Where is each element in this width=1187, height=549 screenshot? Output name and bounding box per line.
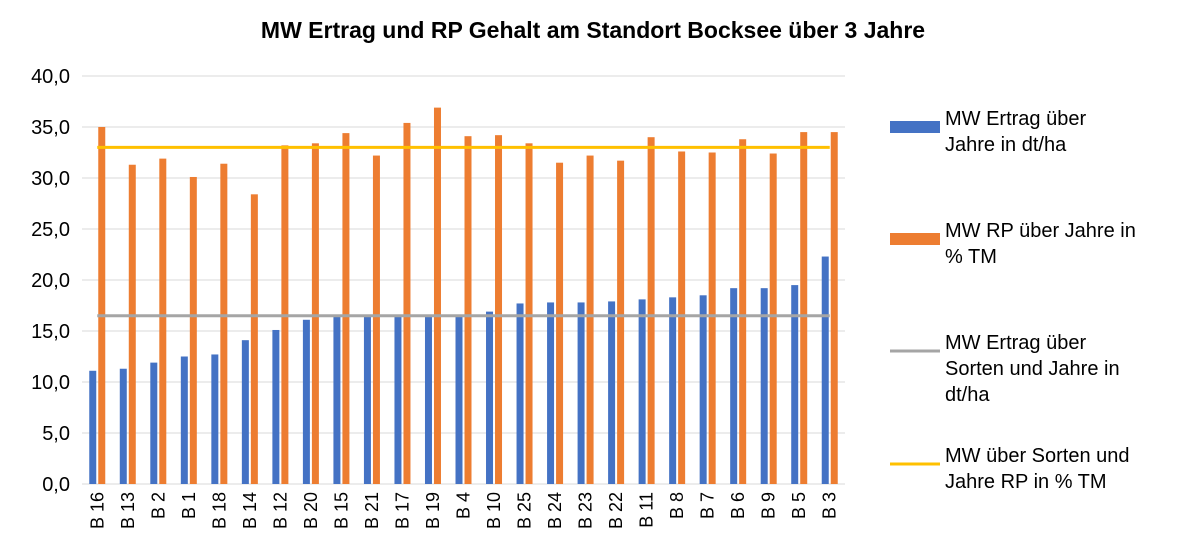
x-tick-label: B 20 <box>301 492 321 529</box>
bar <box>830 132 838 484</box>
x-tick-label: B 10 <box>484 492 504 529</box>
legend-label: MW RP über Jahre in % TM <box>945 220 1136 268</box>
bar <box>791 285 799 484</box>
bar <box>586 155 594 484</box>
legend-swatch <box>890 121 940 133</box>
x-tick-label: B 16 <box>87 492 107 529</box>
x-tick-label: B 19 <box>423 492 443 529</box>
legend-swatch <box>890 233 940 245</box>
y-tick-label: 25,0 <box>31 219 70 241</box>
y-tick-label: 5,0 <box>42 423 70 445</box>
bar <box>464 136 472 484</box>
bar <box>189 176 197 485</box>
x-tick-label: B 5 <box>789 492 809 519</box>
bar <box>220 163 228 484</box>
bar <box>486 311 494 484</box>
x-tick-label: B 23 <box>576 492 596 529</box>
bar <box>556 162 564 484</box>
bar <box>525 143 533 484</box>
bar <box>311 143 319 484</box>
x-tick-label: B 22 <box>606 492 626 529</box>
bar <box>342 133 350 484</box>
bar <box>333 315 341 484</box>
x-tick-label: B 14 <box>240 492 260 529</box>
bar <box>128 164 136 485</box>
x-tick-label: B 12 <box>270 492 290 529</box>
bar <box>89 370 97 484</box>
y-tick-label: 35,0 <box>31 117 70 139</box>
x-tick-label: B 4 <box>454 492 474 519</box>
bar <box>424 315 432 484</box>
bar <box>577 302 585 484</box>
y-tick-label: 20,0 <box>31 270 70 292</box>
bar <box>821 256 829 484</box>
x-tick-label: B 24 <box>545 492 565 529</box>
bar <box>608 301 616 484</box>
x-tick-label: B 18 <box>209 492 229 529</box>
x-tick-label: B 3 <box>820 492 840 519</box>
x-tick-label: B 8 <box>667 492 687 519</box>
bar <box>150 362 158 484</box>
bar <box>372 155 380 484</box>
bar <box>433 107 441 485</box>
x-tick-label: B 1 <box>179 492 199 519</box>
bar <box>647 137 655 484</box>
x-tick-label: B 7 <box>698 492 718 519</box>
x-tick-label: B 9 <box>759 492 779 519</box>
y-tick-label: 10,0 <box>31 372 70 394</box>
bar <box>699 295 707 484</box>
legend-label: MW über Sorten und Jahre RP in % TM <box>945 445 1130 493</box>
bar <box>250 194 258 484</box>
x-tick-label: B 2 <box>148 492 168 519</box>
bar <box>495 135 503 484</box>
bar <box>730 288 738 484</box>
bar <box>241 340 249 484</box>
bar <box>638 299 646 484</box>
bar <box>302 319 310 484</box>
bar <box>617 160 625 484</box>
legend-label: MW Ertrag über Jahre in dt/ha <box>945 108 1087 156</box>
bar <box>547 302 555 484</box>
bar <box>180 356 188 484</box>
y-tick-label: 15,0 <box>31 321 70 343</box>
legend-label: MW Ertrag über Sorten und Jahre in dt/ha <box>945 332 1120 406</box>
y-tick-label: 30,0 <box>31 168 70 190</box>
chart-title: MW Ertrag und RP Gehalt am Standort Bock… <box>261 17 925 43</box>
bar <box>455 315 463 484</box>
bar <box>769 153 777 484</box>
y-tick-label: 0,0 <box>42 474 70 496</box>
bar <box>678 151 686 485</box>
bar <box>760 288 768 484</box>
x-tick-label: B 11 <box>637 492 657 528</box>
y-tick-label: 40,0 <box>31 66 70 88</box>
bar <box>403 122 411 485</box>
bar <box>159 158 167 484</box>
bar <box>708 152 716 484</box>
bar <box>800 132 808 484</box>
bar <box>98 127 106 484</box>
x-tick-label: B 21 <box>362 492 382 529</box>
bar <box>739 139 747 485</box>
x-tick-label: B 25 <box>515 492 535 529</box>
bar <box>394 315 402 484</box>
bar <box>272 329 280 484</box>
x-tick-label: B 6 <box>728 492 748 519</box>
bar <box>119 368 127 484</box>
bar <box>669 297 677 484</box>
x-tick-label: B 13 <box>118 492 138 529</box>
bar <box>516 303 524 484</box>
x-tick-label: B 17 <box>392 492 412 529</box>
bar <box>363 315 371 484</box>
x-tick-label: B 15 <box>331 492 351 529</box>
bar <box>211 354 219 484</box>
